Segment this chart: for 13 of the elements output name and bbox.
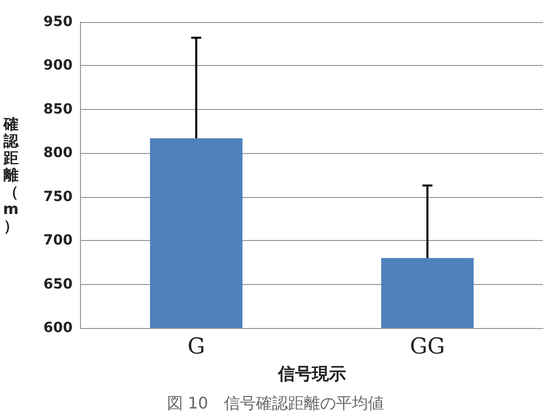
y-tick-label: 900 <box>43 58 73 74</box>
y-tick-label: 600 <box>43 320 73 336</box>
y-tick-label: 700 <box>43 232 73 249</box>
y-tick-label: 800 <box>43 145 73 162</box>
y-tick-label: 650 <box>43 276 73 292</box>
x-axis-title: 信号現示 <box>276 364 346 384</box>
y-tick-label: 750 <box>43 188 73 205</box>
y-axis-title: 確認距離（m） <box>2 115 20 235</box>
y-tick-label: 950 <box>43 14 73 30</box>
x-tick-label: GG <box>410 334 445 360</box>
x-tick-label: G <box>187 334 206 360</box>
caption: 図 10 信号確認距離の平均値 <box>166 394 384 412</box>
y-tick-label: 850 <box>43 101 73 118</box>
